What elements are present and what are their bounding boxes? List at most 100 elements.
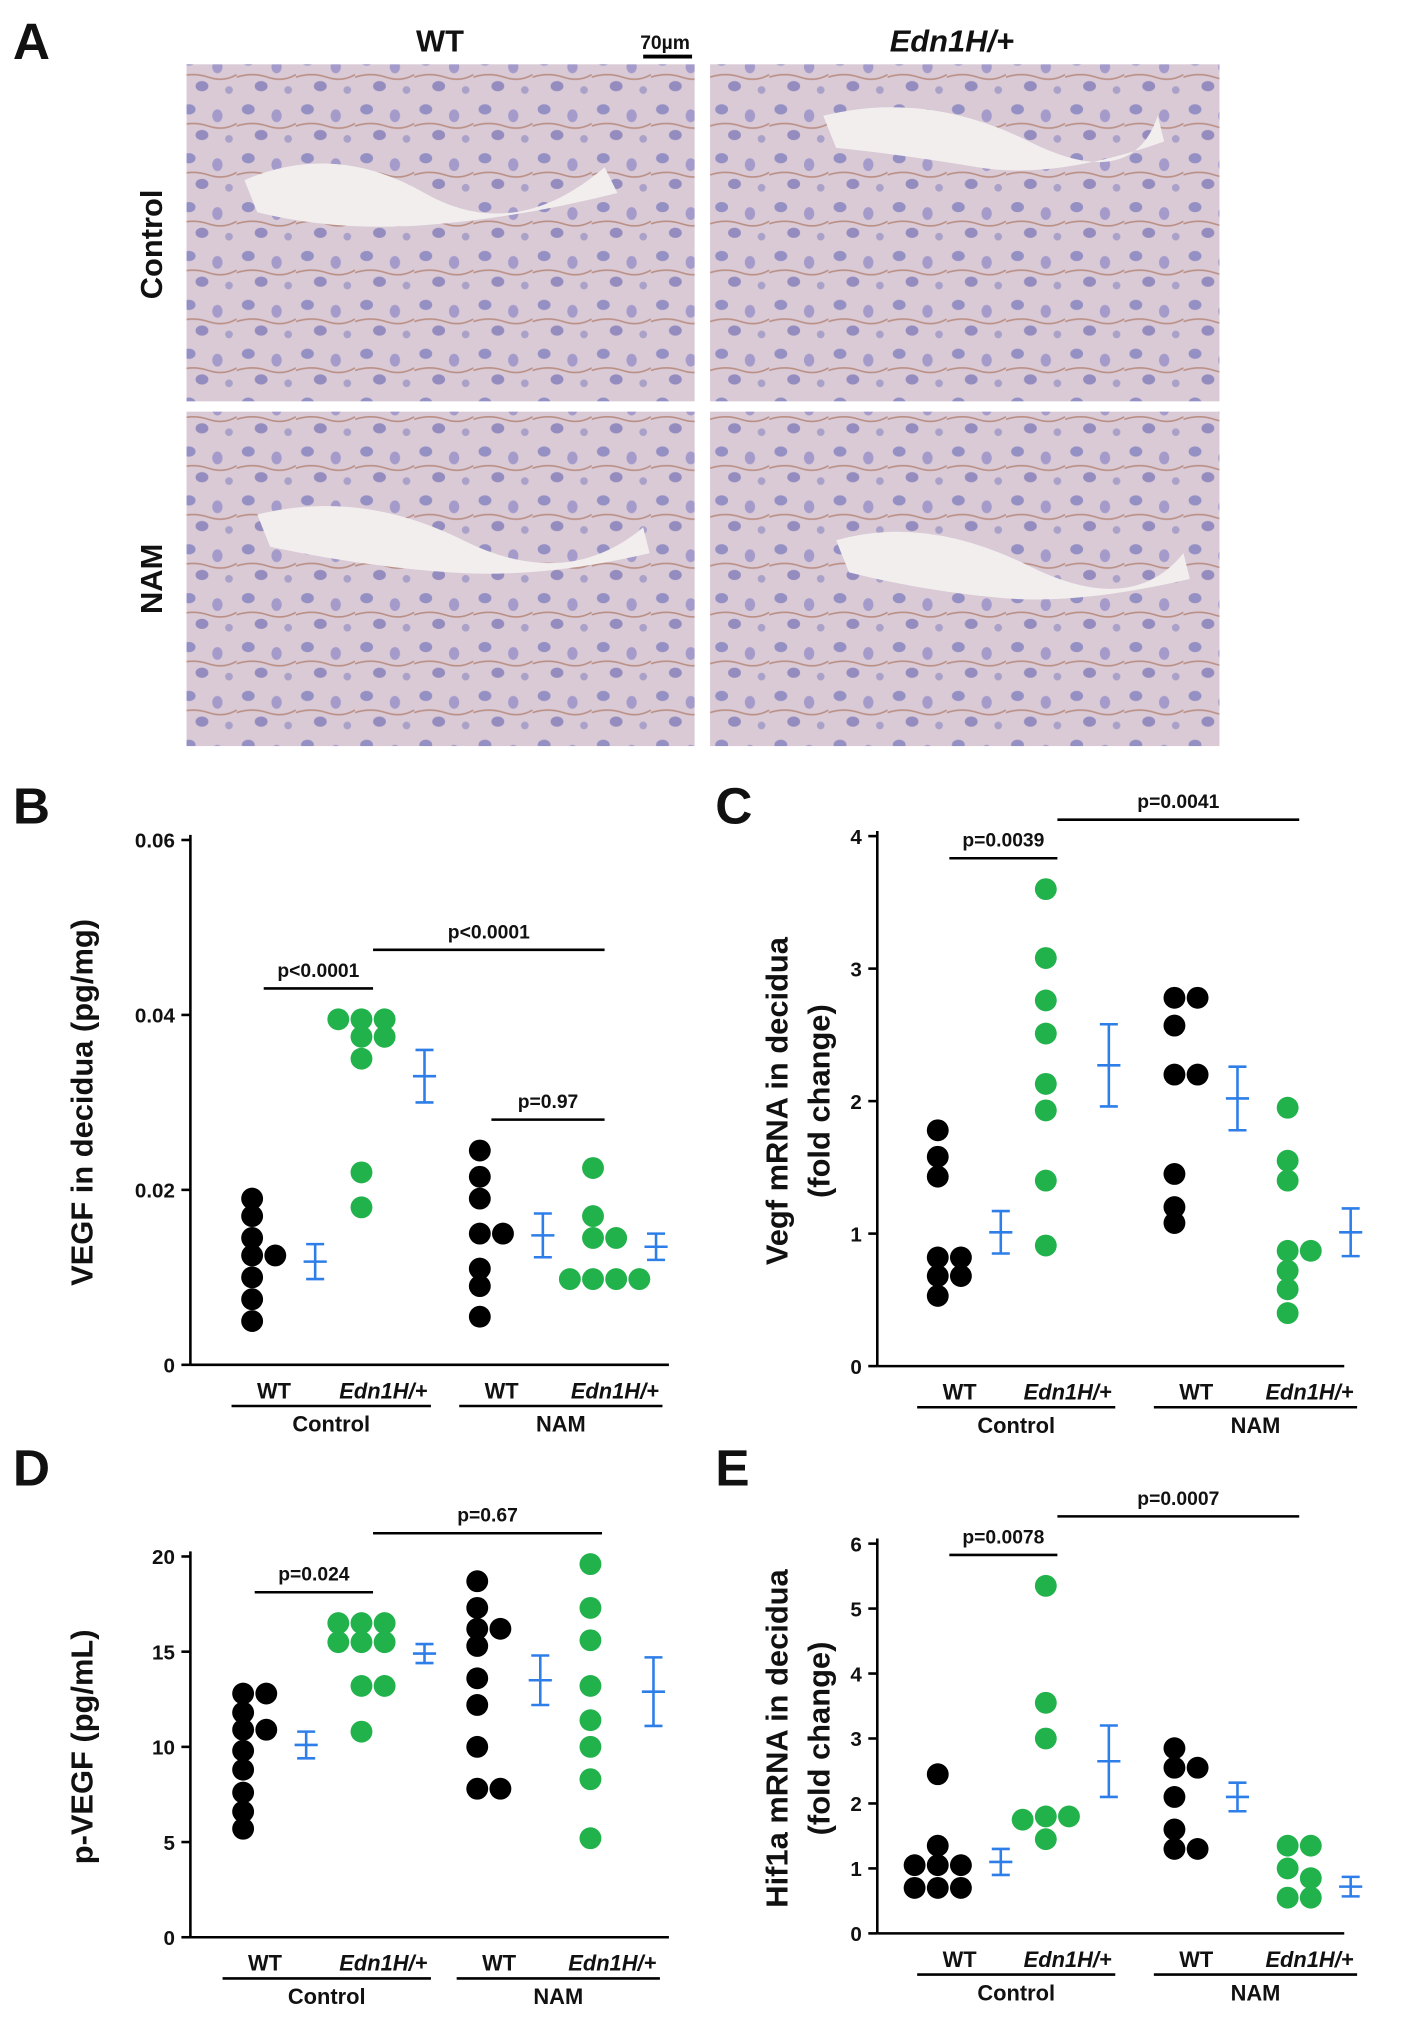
x-tick-label: WT — [943, 1947, 978, 1972]
data-point — [373, 1025, 396, 1048]
data-point — [1276, 1886, 1299, 1909]
p-value-label: p=0.0039 — [962, 831, 1044, 852]
y-tick-label: 0 — [163, 1927, 174, 1950]
data-point — [1276, 1857, 1299, 1880]
data-point — [926, 1145, 949, 1168]
data-point — [350, 1047, 373, 1070]
data-point — [1034, 1727, 1057, 1750]
x-tick-label: WT — [257, 1378, 292, 1403]
mean-sem — [303, 1242, 327, 1281]
data-point — [1163, 986, 1186, 1009]
x-tick-label: Edn1H/+ — [568, 1951, 656, 1976]
x-tick-label: Edn1H/+ — [1024, 1947, 1112, 1972]
data-point — [489, 1617, 512, 1640]
y-tick-label: 2 — [850, 1091, 861, 1114]
data-point — [1034, 1099, 1057, 1122]
data-point — [241, 1266, 264, 1289]
data-point — [949, 1265, 972, 1287]
mean-sem — [989, 1209, 1013, 1255]
mean-sem — [641, 1656, 666, 1728]
y-tick-label: 0 — [163, 1355, 174, 1378]
data-point — [582, 1157, 604, 1179]
scale-bar-label: 70µm — [640, 33, 690, 54]
mean-sem — [644, 1232, 668, 1262]
data-point — [1034, 1022, 1057, 1045]
data-point — [373, 1631, 396, 1654]
p-value-label: p<0.0001 — [448, 922, 530, 943]
mean-sem — [1225, 1065, 1250, 1132]
data-point — [466, 1694, 489, 1716]
data-point — [232, 1800, 255, 1823]
y-axis-label: (fold change) — [802, 1642, 837, 1836]
data-point — [241, 1244, 264, 1267]
data-point — [949, 1246, 972, 1269]
data-point — [926, 1876, 949, 1899]
data-point — [1058, 1805, 1080, 1828]
data-point — [579, 1553, 602, 1576]
data-point — [582, 1205, 604, 1228]
x-tick-label: WT — [485, 1378, 520, 1403]
data-point — [1299, 1834, 1322, 1857]
data-point — [1299, 1239, 1322, 1262]
data-point — [241, 1310, 264, 1333]
x-tick-label: WT — [1179, 1380, 1214, 1405]
y-tick-label: 5 — [850, 1598, 861, 1621]
data-point — [1163, 1756, 1186, 1779]
data-point — [373, 1008, 396, 1031]
data-point — [468, 1222, 491, 1245]
data-point — [241, 1288, 264, 1311]
y-tick-label: 2 — [850, 1793, 861, 1816]
data-point — [1034, 1691, 1057, 1714]
group-label: Control — [977, 1980, 1055, 2005]
y-axis-label: Vegf mRNA in decidua — [759, 936, 794, 1265]
data-point — [903, 1876, 926, 1899]
data-point — [466, 1596, 489, 1619]
data-point — [628, 1268, 651, 1291]
y-tick-label: 1 — [850, 1858, 861, 1881]
data-point — [241, 1205, 264, 1228]
data-point — [327, 1008, 350, 1031]
data-point — [1011, 1808, 1034, 1831]
lumen — [244, 163, 618, 227]
data-point — [1163, 1063, 1186, 1086]
data-point — [232, 1817, 255, 1840]
mean-sem — [412, 1642, 437, 1665]
data-point — [926, 1763, 949, 1786]
x-tick-label: WT — [1179, 1947, 1214, 1972]
data-point — [264, 1244, 287, 1267]
data-point — [255, 1718, 278, 1741]
micrograph — [186, 64, 695, 402]
row-label: NAM — [134, 544, 169, 614]
panel-letter: C — [715, 776, 752, 834]
mean-sem — [294, 1730, 318, 1760]
data-point — [232, 1758, 255, 1781]
data-point — [466, 1777, 489, 1800]
data-point — [373, 1612, 396, 1635]
y-tick-label: 4 — [850, 1663, 862, 1686]
y-tick-label: 1 — [850, 1223, 861, 1246]
data-point — [468, 1187, 491, 1210]
data-point — [1276, 1834, 1299, 1857]
data-point — [1163, 1786, 1186, 1808]
data-point — [1276, 1278, 1299, 1301]
data-point — [926, 1265, 949, 1287]
data-point — [1276, 1239, 1299, 1262]
data-point — [492, 1222, 514, 1245]
y-axis-label: (fold change) — [802, 1004, 837, 1198]
y-tick-label: 5 — [163, 1832, 174, 1855]
data-point — [1186, 986, 1209, 1009]
data-point — [468, 1275, 491, 1298]
data-point — [1034, 1169, 1057, 1192]
data-point — [579, 1735, 602, 1758]
lumen — [836, 531, 1190, 600]
data-point — [926, 1246, 949, 1269]
y-tick-label: 0.06 — [135, 830, 175, 853]
data-point — [1163, 1818, 1186, 1841]
data-point — [579, 1709, 602, 1732]
group-label: NAM — [533, 1984, 583, 2009]
data-point — [926, 1284, 949, 1307]
group-label: NAM — [536, 1412, 586, 1437]
data-point — [558, 1268, 581, 1291]
